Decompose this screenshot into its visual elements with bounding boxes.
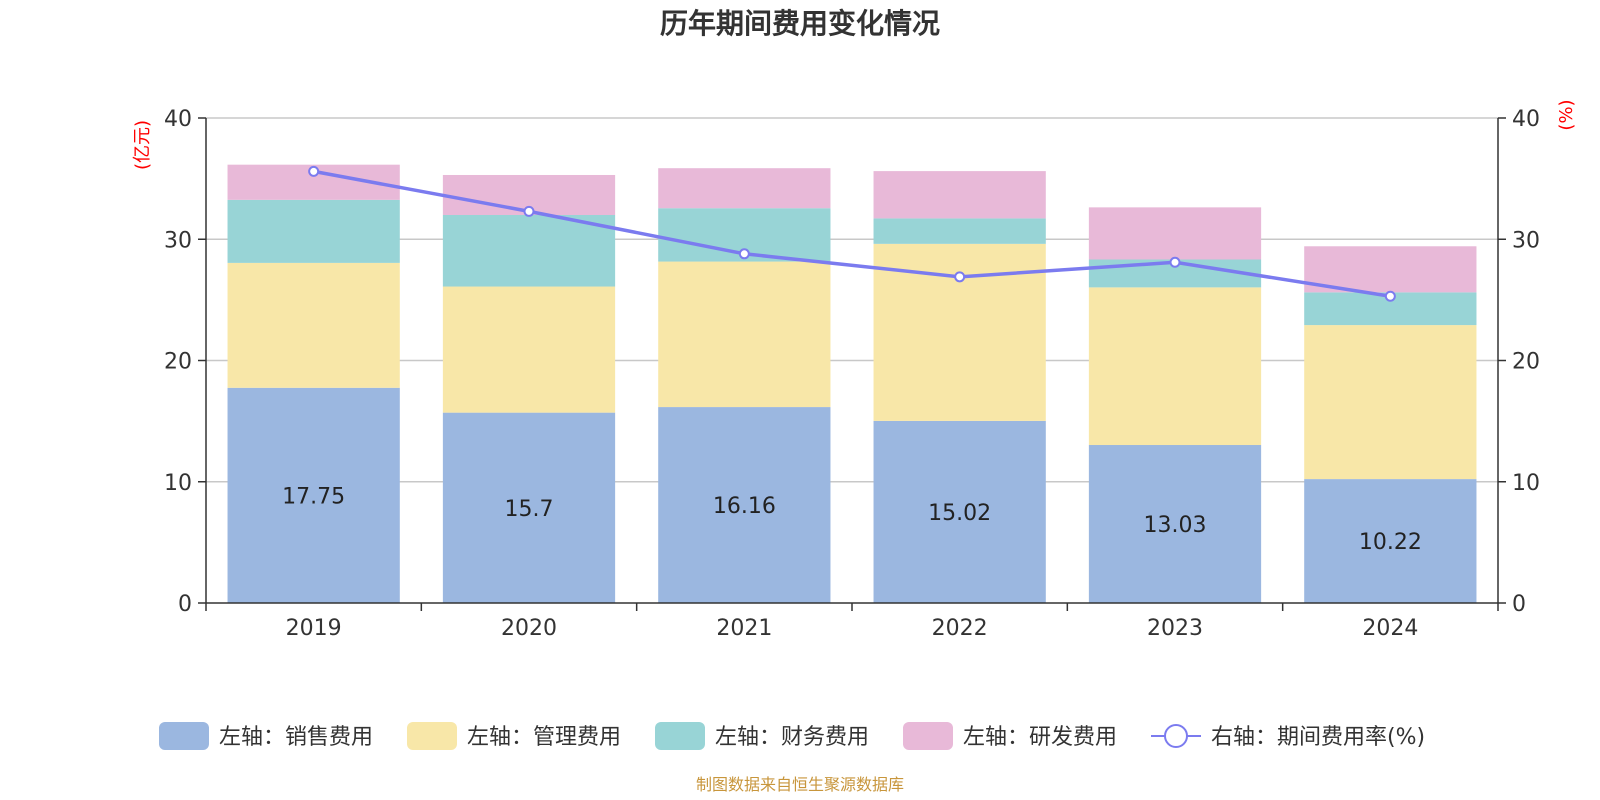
legend-swatch [407,722,457,750]
right-tick-label: 40 [1512,107,1540,132]
axes: 0 10 20 30 40 0 10 20 30 40 2019 2020 2021 2022 2023 20… [164,107,1540,641]
right-axis-unit: (%) [1556,99,1577,130]
rate-point [308,165,320,177]
x-tick-label: 2019 [286,616,342,641]
legend-swatch [655,722,705,750]
bar-segment-1 [658,407,831,603]
legend-label: 左轴：管理费用 [467,725,621,750]
bar-value-label: 13.03 [1144,513,1207,538]
rate-point [738,248,750,260]
bar-segment-2 [1088,287,1262,446]
bar-segment-3 [227,199,400,263]
legend-label: 左轴：研发费用 [963,725,1117,750]
gridlines [206,117,1498,483]
rate-point [1169,256,1181,268]
x-tick-label: 2020 [501,616,557,641]
x-tick-label: 2023 [1147,616,1203,641]
x-tick-label: 2022 [932,616,988,641]
rate-point [523,205,535,217]
bar-value-label: 16.16 [713,494,776,519]
bar-segment-4 [1088,207,1262,260]
bar-segment-3 [873,218,1046,244]
rate-point [1384,290,1396,302]
bar-segment-1 [442,412,616,603]
left-tick-label: 0 [178,592,192,617]
bar-segment-4 [658,168,831,209]
legend-swatch [903,722,953,750]
right-tick-label: 0 [1512,592,1526,617]
bar-segment-4 [1304,246,1477,293]
right-tick-label: 10 [1512,471,1540,496]
right-tick-label: 20 [1512,350,1540,375]
bar-segment-2 [442,286,616,413]
bar-value-label: 10.22 [1359,530,1422,555]
left-tick-label: 30 [164,228,192,253]
bar-value-label: 17.75 [282,484,345,509]
rate-point [954,271,966,283]
bar-segment-1 [1088,445,1262,603]
right-tick-label: 30 [1512,228,1540,253]
bar-segment-1 [227,387,400,603]
bar-segment-1 [873,420,1046,603]
bar-segment-2 [227,262,400,388]
bar-segment-4 [873,171,1046,219]
bar-segment-1 [1304,479,1477,603]
legend-swatch [159,722,209,750]
bar-value-label: 15.02 [928,501,991,526]
bars: 17.75 15.7 16.16 15.02 13.03 10.22 [227,164,1477,603]
bar-segment-2 [1304,325,1477,480]
legend-marker [1164,724,1188,748]
x-tick-label: 2024 [1362,616,1418,641]
left-tick-label: 10 [164,471,192,496]
bar-segment-3 [442,215,616,287]
rate-line-path [313,169,1391,298]
rate-line [308,165,1396,302]
legend: 左轴：销售费用 左轴：管理费用 左轴：财务费用 左轴：研发费用 右轴：期间费用率(%) [159,722,1425,750]
bar-segment-2 [658,261,831,408]
x-tick-label: 2021 [716,616,772,641]
left-axis-unit: (亿元) [132,120,153,170]
legend-label: 右轴：期间费用率(%) [1211,725,1425,750]
source-note: 制图数据来自恒生聚源数据库 [696,775,904,794]
legend-label: 左轴：销售费用 [219,725,373,750]
left-tick-label: 40 [164,107,192,132]
chart-title: 历年期间费用变化情况 [660,7,940,40]
left-tick-label: 20 [164,350,192,375]
bar-value-label: 15.7 [505,497,554,522]
legend-label: 左轴：财务费用 [715,725,869,750]
